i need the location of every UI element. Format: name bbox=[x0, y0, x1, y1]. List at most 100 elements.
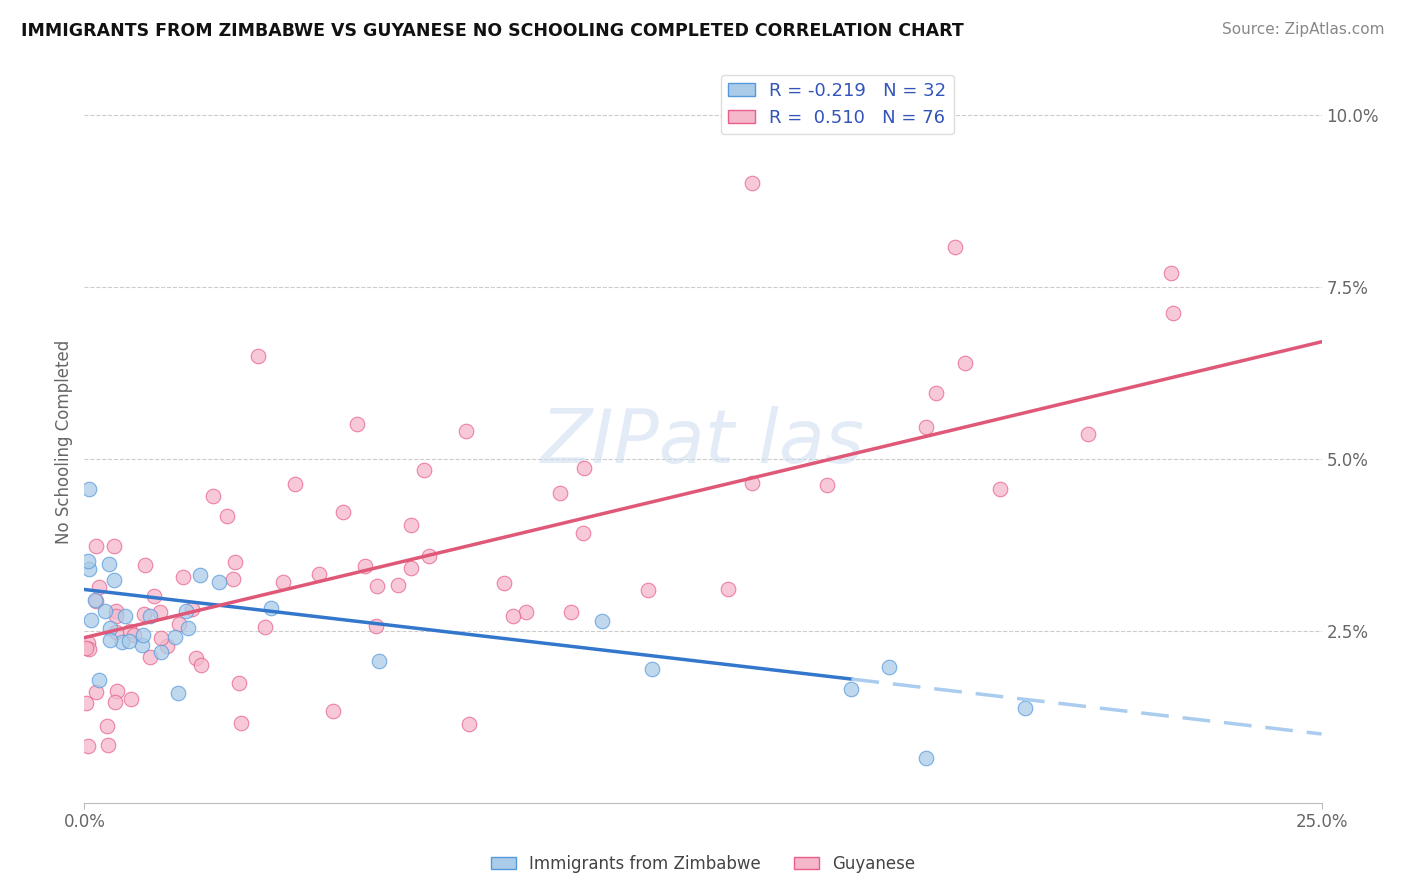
Point bbox=[492, 575, 515, 590]
Point bbox=[260, 601, 283, 615]
Point bbox=[84, 594, 107, 608]
Point bbox=[165, 630, 187, 644]
Point bbox=[134, 607, 156, 621]
Point bbox=[741, 476, 763, 491]
Point bbox=[77, 554, 100, 568]
Point bbox=[560, 606, 582, 620]
Point bbox=[96, 719, 118, 733]
Point bbox=[149, 606, 172, 620]
Point bbox=[458, 717, 481, 731]
Y-axis label: No Schooling Completed: No Schooling Completed bbox=[55, 340, 73, 543]
Point bbox=[176, 604, 198, 618]
Point bbox=[246, 349, 269, 363]
Point bbox=[332, 505, 354, 519]
Point bbox=[1014, 701, 1036, 715]
Point bbox=[914, 750, 936, 764]
Point bbox=[177, 621, 200, 635]
Point bbox=[741, 177, 763, 191]
Point bbox=[1161, 306, 1184, 320]
Point bbox=[132, 627, 155, 641]
Point bbox=[228, 676, 250, 690]
Point bbox=[166, 686, 188, 700]
Point bbox=[322, 704, 344, 718]
Point bbox=[79, 642, 101, 657]
Point bbox=[149, 632, 172, 646]
Point bbox=[111, 634, 134, 648]
Point bbox=[841, 681, 863, 696]
Point bbox=[131, 638, 153, 652]
Point bbox=[105, 609, 128, 624]
Point bbox=[103, 539, 125, 553]
Point bbox=[224, 555, 246, 569]
Point bbox=[139, 608, 162, 623]
Point bbox=[100, 621, 122, 635]
Point bbox=[208, 575, 231, 590]
Point bbox=[879, 660, 901, 674]
Point bbox=[368, 654, 391, 668]
Text: IMMIGRANTS FROM ZIMBABWE VS GUYANESE NO SCHOOLING COMPLETED CORRELATION CHART: IMMIGRANTS FROM ZIMBABWE VS GUYANESE NO … bbox=[21, 22, 965, 40]
Point bbox=[84, 539, 107, 553]
Point bbox=[502, 608, 524, 623]
Point bbox=[399, 561, 422, 575]
Point bbox=[98, 633, 121, 648]
Point bbox=[215, 508, 238, 523]
Point bbox=[122, 628, 145, 642]
Point bbox=[104, 695, 127, 709]
Point bbox=[418, 549, 440, 563]
Point bbox=[143, 589, 166, 603]
Text: ZIPat las: ZIPat las bbox=[541, 406, 865, 477]
Point bbox=[172, 570, 194, 584]
Point bbox=[77, 739, 100, 754]
Point bbox=[94, 603, 117, 617]
Point bbox=[254, 620, 277, 634]
Point bbox=[229, 715, 252, 730]
Point bbox=[190, 658, 212, 673]
Point bbox=[97, 738, 120, 752]
Point bbox=[572, 525, 595, 540]
Point bbox=[169, 616, 191, 631]
Point bbox=[118, 633, 141, 648]
Point bbox=[201, 489, 224, 503]
Point bbox=[105, 625, 128, 640]
Point bbox=[134, 558, 156, 572]
Point bbox=[515, 605, 537, 619]
Point bbox=[548, 485, 571, 500]
Point bbox=[103, 574, 125, 588]
Point bbox=[75, 696, 97, 710]
Point bbox=[80, 613, 103, 627]
Point bbox=[120, 692, 142, 706]
Point bbox=[717, 582, 740, 597]
Point bbox=[815, 477, 838, 491]
Point bbox=[271, 575, 294, 590]
Point bbox=[222, 572, 245, 586]
Point bbox=[1160, 266, 1182, 280]
Point bbox=[955, 356, 977, 370]
Point bbox=[988, 482, 1011, 496]
Point bbox=[181, 602, 204, 616]
Point bbox=[118, 624, 141, 638]
Point bbox=[1077, 427, 1099, 442]
Point bbox=[75, 640, 97, 655]
Point bbox=[104, 604, 127, 618]
Point bbox=[284, 476, 307, 491]
Point bbox=[399, 518, 422, 533]
Point bbox=[87, 673, 110, 687]
Text: Source: ZipAtlas.com: Source: ZipAtlas.com bbox=[1222, 22, 1385, 37]
Point bbox=[84, 684, 107, 698]
Point bbox=[925, 386, 948, 401]
Point bbox=[79, 482, 101, 496]
Legend: R = -0.219   N = 32, R =  0.510   N = 76: R = -0.219 N = 32, R = 0.510 N = 76 bbox=[721, 75, 953, 135]
Point bbox=[387, 577, 409, 591]
Point bbox=[637, 583, 659, 598]
Point bbox=[914, 420, 936, 434]
Point bbox=[366, 579, 388, 593]
Point bbox=[641, 662, 664, 676]
Point bbox=[105, 684, 128, 698]
Legend: Immigrants from Zimbabwe, Guyanese: Immigrants from Zimbabwe, Guyanese bbox=[484, 848, 922, 880]
Point bbox=[186, 651, 208, 665]
Point bbox=[97, 557, 120, 571]
Point bbox=[572, 460, 595, 475]
Point bbox=[89, 580, 111, 594]
Point bbox=[943, 240, 966, 254]
Point bbox=[77, 636, 100, 650]
